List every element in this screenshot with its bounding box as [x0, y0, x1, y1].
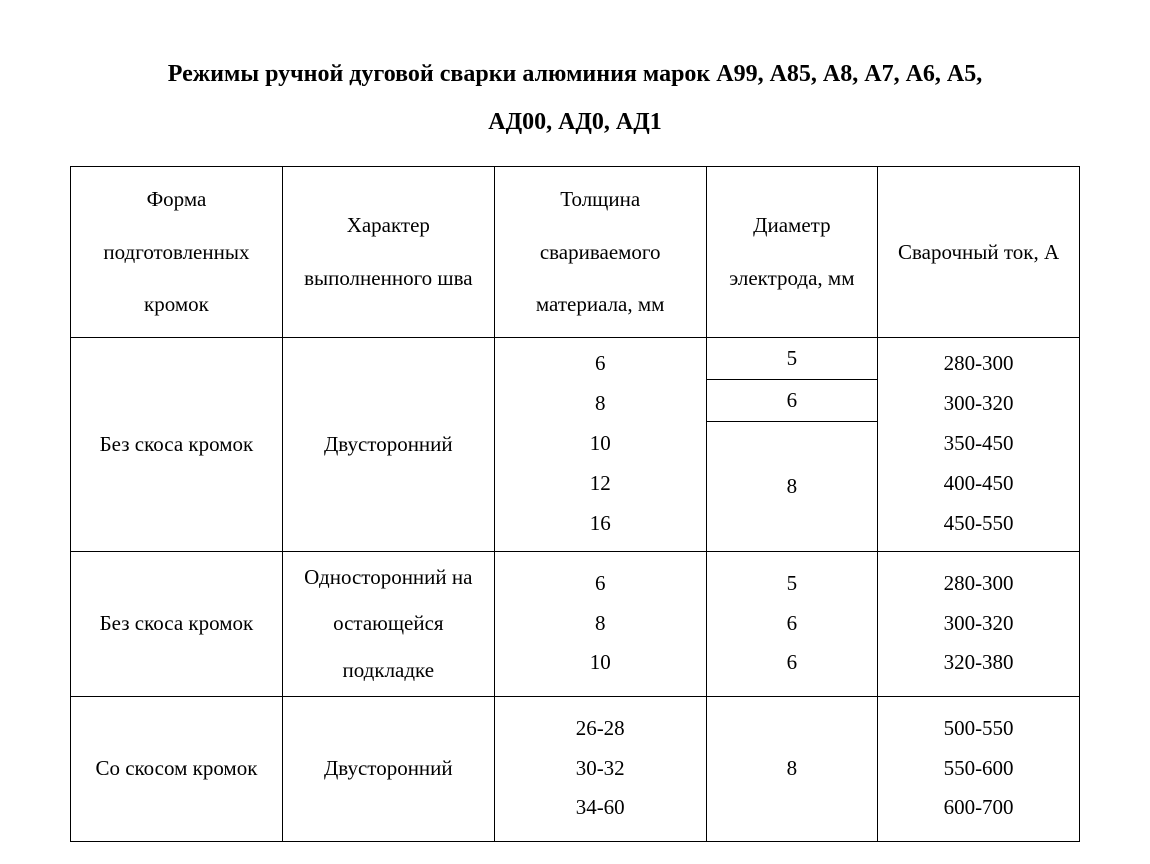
current-value: 600-700	[878, 788, 1079, 828]
diameter-value: 6	[707, 604, 878, 644]
current-value: 320-380	[878, 643, 1079, 683]
cell-seam: Односторонний на остающейся подкладке	[282, 551, 494, 696]
current-value: 350-450	[878, 424, 1079, 464]
thickness-value: 10	[495, 424, 706, 464]
page-title: Режимы ручной дуговой сварки алюминия ма…	[70, 50, 1080, 146]
current-value: 280-300	[878, 564, 1079, 604]
cell-seam: Двусторонний	[282, 696, 494, 841]
cell-diameter: 5 6 6	[706, 551, 878, 696]
thickness-value: 8	[495, 384, 706, 424]
current-value: 300-320	[878, 604, 1079, 644]
diameter-value: 6	[707, 643, 878, 683]
table-header-row: Форма подготовленных кромок Характер вып…	[71, 167, 1080, 338]
table-row: Со скосом кромок Двусторонний 26-28 30-3…	[71, 696, 1080, 841]
current-value: 450-550	[878, 504, 1079, 544]
thickness-value: 16	[495, 504, 706, 544]
header-thickness: Толщина свариваемого материала, мм	[494, 167, 706, 338]
current-value: 500-550	[878, 709, 1079, 749]
current-value: 280-300	[878, 344, 1079, 384]
thickness-value: 6	[495, 344, 706, 384]
cell-seam: Двусторонний	[282, 337, 494, 551]
current-value: 400-450	[878, 464, 1079, 504]
title-line-1: Режимы ручной дуговой сварки алюминия ма…	[70, 50, 1080, 98]
cell-diameter: 8	[706, 421, 878, 551]
diameter-value: 5	[707, 564, 878, 604]
seam-line: Односторонний на	[283, 554, 494, 600]
title-line-2: АД00, АД0, АД1	[70, 98, 1080, 146]
cell-current: 500-550 550-600 600-700	[878, 696, 1080, 841]
thickness-value: 30-32	[495, 749, 706, 789]
cell-edges: Без скоса кромок	[71, 337, 283, 551]
thickness-value: 26-28	[495, 709, 706, 749]
thickness-value: 12	[495, 464, 706, 504]
current-value: 550-600	[878, 749, 1079, 789]
cell-diameter: 8	[706, 696, 878, 841]
cell-thickness: 26-28 30-32 34-60	[494, 696, 706, 841]
thickness-value: 6	[495, 564, 706, 604]
thickness-value: 10	[495, 643, 706, 683]
header-diameter: Диаметр электрода, мм	[706, 167, 878, 338]
header-current: Сварочный ток, А	[878, 167, 1080, 338]
welding-modes-table: Форма подготовленных кромок Характер вып…	[70, 166, 1080, 842]
cell-edges: Со скосом кромок	[71, 696, 283, 841]
cell-current: 280-300 300-320 320-380	[878, 551, 1080, 696]
cell-diameter: 5	[706, 337, 878, 379]
cell-thickness: 6 8 10	[494, 551, 706, 696]
cell-current: 280-300 300-320 350-450 400-450 450-550	[878, 337, 1080, 551]
cell-thickness: 6 8 10 12 16	[494, 337, 706, 551]
thickness-value: 8	[495, 604, 706, 644]
table-row: Без скоса кромок Односторонний на остающ…	[71, 551, 1080, 696]
seam-line: остающейся	[283, 600, 494, 646]
current-value: 300-320	[878, 384, 1079, 424]
cell-diameter: 6	[706, 379, 878, 421]
seam-line: подкладке	[283, 647, 494, 693]
header-seam: Характер выполненного шва	[282, 167, 494, 338]
thickness-value: 34-60	[495, 788, 706, 828]
cell-edges: Без скоса кромок	[71, 551, 283, 696]
header-edges: Форма подготовленных кромок	[71, 167, 283, 338]
table-row: Без скоса кромок Двусторонний 6 8 10 12 …	[71, 337, 1080, 379]
